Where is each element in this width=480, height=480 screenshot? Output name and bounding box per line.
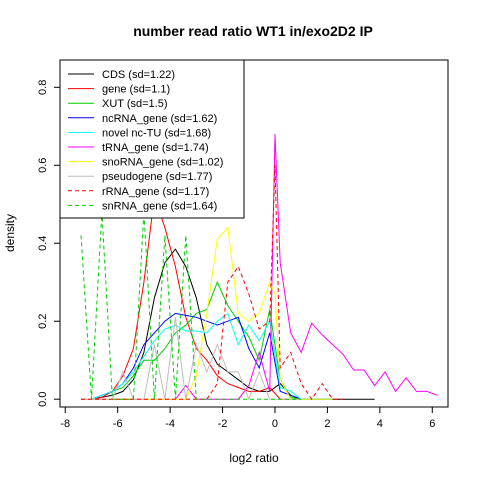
chart-title: number read ratio WT1 in/exo2D2 IP (133, 23, 373, 39)
series-line-9 (81, 165, 344, 401)
legend-label: ncRNA_gene (sd=1.62) (102, 113, 217, 125)
series-line-2 (81, 196, 333, 400)
series-line-3 (81, 280, 333, 400)
series-line-8 (81, 317, 302, 401)
legend-label: pseudogene (sd=1.77) (102, 171, 212, 183)
x-tick-label: -8 (60, 418, 70, 430)
legend-label: snoRNA_gene (sd=1.02) (102, 157, 223, 169)
y-tick-label: 0.2 (37, 314, 49, 329)
y-axis-label: density (3, 214, 17, 252)
y-tick-label: 0.0 (37, 392, 49, 407)
x-tick-label: -4 (165, 418, 175, 430)
legend: CDS (sd=1.22) gene (sd=1.1) XUT (sd=1.5) nc… (59, 59, 245, 219)
legend-label: CDS (sd=1.22) (102, 69, 175, 81)
series-layer (80, 134, 438, 401)
series-line-10 (80, 212, 302, 400)
x-tick-label: 2 (324, 418, 330, 430)
x-tick-label: 6 (429, 418, 435, 430)
y-tick-label: 0.4 (37, 236, 49, 251)
x-tick-label: 0 (272, 418, 278, 430)
y-tick-label: 0.6 (37, 158, 49, 173)
x-tick-label: -6 (113, 418, 123, 430)
x-tick-label: 4 (377, 418, 383, 430)
legend-label: gene (sd=1.1) (102, 84, 170, 96)
legend-box (59, 59, 245, 219)
legend-label: XUT (sd=1.5) (102, 98, 168, 110)
series-line-7 (81, 226, 333, 400)
legend-label: snRNA_gene (sd=1.64) (102, 200, 217, 212)
series-line-5 (81, 312, 333, 400)
x-tick-label: -2 (218, 418, 228, 430)
y-axis: 0.0 0.2 0.4 0.6 0.8 (37, 80, 61, 407)
y-tick-label: 0.8 (37, 80, 49, 95)
legend-label: tRNA_gene (sd=1.74) (102, 142, 209, 154)
x-axis-label: log2 ratio (229, 451, 279, 465)
legend-label: rRNA_gene (sd=1.17) (102, 186, 209, 198)
x-axis: -8 -6 -4 -2 0 2 4 6 (60, 406, 435, 430)
legend-label: novel nc-TU (sd=1.68) (102, 127, 211, 139)
